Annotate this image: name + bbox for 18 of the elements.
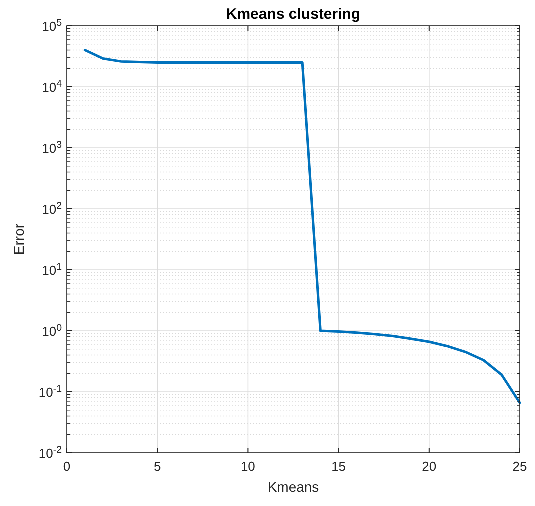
x-tick-label: 0 — [63, 459, 71, 474]
y-tick-label: 10$^{4}$ — [42, 78, 63, 95]
line-series — [84, 49, 522, 404]
x-tick-label: 15 — [332, 459, 346, 474]
y-tick-label: 10$^{-2}$ — [38, 444, 62, 461]
y-axis-title: Error — [11, 224, 27, 256]
y-tick-label: 10$^{-1}$ — [38, 384, 62, 400]
y-tick-label: 10$^{0}$ — [42, 322, 63, 339]
x-tick-label: 20 — [422, 459, 437, 474]
y-tick-label: 10$^{3}$ — [42, 140, 62, 156]
x-axis-title: Kmeans — [268, 479, 320, 495]
x-tick-label: 10 — [240, 459, 256, 474]
chart-title: Kmeans clustering — [226, 6, 361, 23]
y-tick-label: 10$^{1}$ — [42, 262, 62, 278]
y-tick-label: 10$^{5}$ — [42, 18, 63, 34]
x-tick-label: 5 — [154, 459, 162, 474]
y-tick-label: 10$^{2}$ — [42, 200, 62, 217]
x-tick-label: 25 — [512, 459, 528, 474]
